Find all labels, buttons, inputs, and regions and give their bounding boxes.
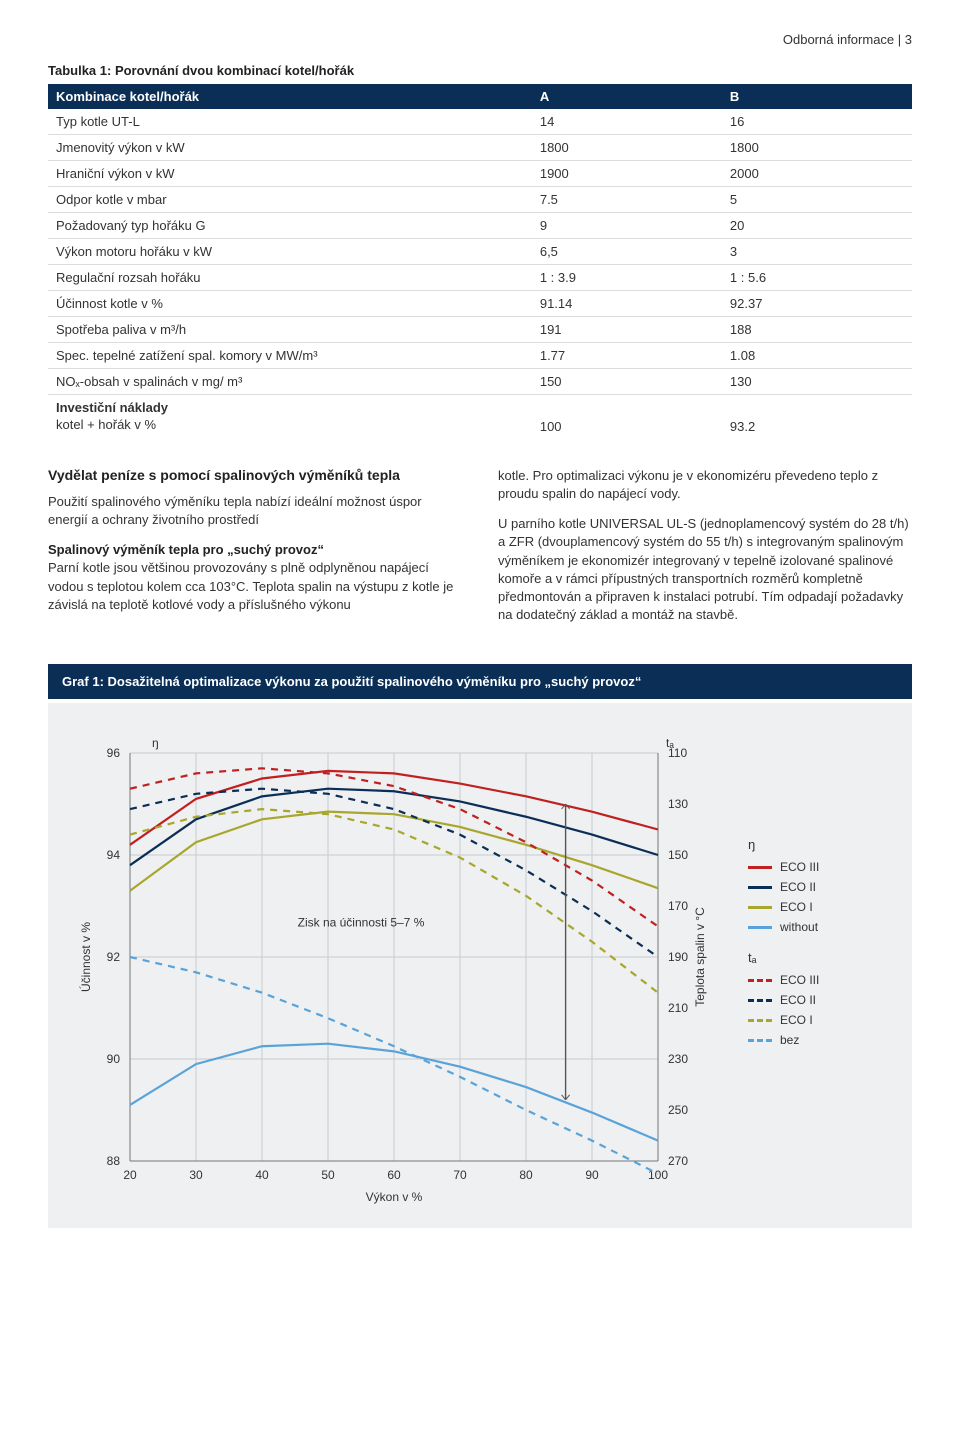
legend-swatch — [748, 886, 772, 889]
svg-text:Účinnost v %: Účinnost v % — [78, 922, 93, 992]
legend-item: ECO II — [748, 993, 888, 1007]
table-row: Spec. tepelné zatížení spal. komory v MW… — [48, 343, 912, 369]
svg-text:170: 170 — [668, 899, 688, 913]
svg-text:Výkon v %: Výkon v % — [366, 1190, 423, 1204]
right-p1: kotle. Pro optimalizaci výkonu je v ekon… — [498, 467, 912, 503]
table-col-0: Kombinace kotel/hořák — [48, 84, 532, 109]
legend-item: ECO III — [748, 860, 888, 874]
chart-title: Graf 1: Dosažitelná optimalizace výkonu … — [48, 664, 912, 699]
table-row: Investiční nákladykotel + hořák v %10093… — [48, 395, 912, 439]
svg-text:50: 50 — [321, 1168, 335, 1182]
svg-text:Zisk na účinnosti 5–7 %: Zisk na účinnosti 5–7 % — [298, 916, 425, 930]
legend-item: without — [748, 920, 888, 934]
svg-text:130: 130 — [668, 797, 688, 811]
table-col-a: A — [532, 84, 722, 109]
svg-text:tₐ: tₐ — [666, 736, 674, 750]
left-miniheading: Spalinový výměník tepla pro „suchý provo… — [48, 542, 324, 557]
legend-swatch — [748, 866, 772, 869]
legend-label: ECO III — [780, 860, 819, 874]
legend-label: ECO III — [780, 973, 819, 987]
left-heading: Vydělat peníze s pomocí spalinových výmě… — [48, 467, 462, 483]
svg-text:20: 20 — [123, 1168, 137, 1182]
table-row: Spotřeba paliva v m³/h191188 — [48, 317, 912, 343]
svg-text:ŋ: ŋ — [152, 736, 159, 750]
table-col-b: B — [722, 84, 912, 109]
svg-text:40: 40 — [255, 1168, 269, 1182]
legend-item: ECO I — [748, 900, 888, 914]
svg-text:270: 270 — [668, 1154, 688, 1168]
svg-text:80: 80 — [519, 1168, 533, 1182]
chart-legend: ŋ ECO III ECO II ECO I without tₐ ECO III ECO I… — [748, 727, 888, 1210]
svg-text:230: 230 — [668, 1052, 688, 1066]
svg-text:190: 190 — [668, 950, 688, 964]
breadcrumb: Odborná informace | 3 — [48, 32, 912, 47]
svg-text:70: 70 — [453, 1168, 467, 1182]
table-row: NOₓ-obsah v spalinách v mg/ m³150130 — [48, 369, 912, 395]
legend-label: ECO I — [780, 900, 813, 914]
legend-label: bez — [780, 1033, 799, 1047]
legend-swatch — [748, 979, 772, 982]
table-row: Hraniční výkon v kW19002000 — [48, 161, 912, 187]
legend-label: ECO I — [780, 1013, 813, 1027]
legend-swatch — [748, 926, 772, 929]
legend-section-title: tₐ — [748, 950, 888, 965]
table-row: Účinnost kotle v %91.1492.37 — [48, 291, 912, 317]
table-row: Regulační rozsah hořáku1 : 3.91 : 5.6 — [48, 265, 912, 291]
legend-label: ECO II — [780, 880, 816, 894]
svg-text:88: 88 — [107, 1154, 121, 1168]
efficiency-temp-chart: 2030405060708090100889092949611013015017… — [72, 727, 712, 1207]
legend-item: ECO II — [748, 880, 888, 894]
svg-text:250: 250 — [668, 1103, 688, 1117]
table-row: Typ kotle UT-L1416 — [48, 109, 912, 135]
table-row: Výkon motoru hořáku v kW6,53 — [48, 239, 912, 265]
legend-swatch — [748, 1039, 772, 1042]
svg-text:90: 90 — [585, 1168, 599, 1182]
svg-text:92: 92 — [107, 950, 121, 964]
left-p2: Parní kotle jsou většinou provozovány s … — [48, 560, 453, 611]
table-row: Odpor kotle v mbar7.55 — [48, 187, 912, 213]
svg-text:96: 96 — [107, 746, 121, 760]
svg-text:150: 150 — [668, 848, 688, 862]
table-row: Požadovaný typ hořáku G920 — [48, 213, 912, 239]
legend-swatch — [748, 1019, 772, 1022]
svg-text:30: 30 — [189, 1168, 203, 1182]
svg-text:94: 94 — [107, 848, 121, 862]
legend-swatch — [748, 906, 772, 909]
comparison-table: Kombinace kotel/hořák A B Typ kotle UT-L… — [48, 84, 912, 439]
legend-label: without — [780, 920, 818, 934]
svg-text:Teplota spalin v °C: Teplota spalin v °C — [693, 907, 707, 1007]
table-row: Jmenovitý výkon v kW18001800 — [48, 135, 912, 161]
chart-container: 2030405060708090100889092949611013015017… — [48, 703, 912, 1228]
svg-text:210: 210 — [668, 1001, 688, 1015]
legend-section-title: ŋ — [748, 837, 888, 852]
legend-item: ECO III — [748, 973, 888, 987]
legend-swatch — [748, 999, 772, 1002]
svg-text:60: 60 — [387, 1168, 401, 1182]
left-p1: Použití spalinového výměníku tepla nabíz… — [48, 493, 462, 529]
svg-text:90: 90 — [107, 1052, 121, 1066]
legend-label: ECO II — [780, 993, 816, 1007]
legend-item: ECO I — [748, 1013, 888, 1027]
legend-item: bez — [748, 1033, 888, 1047]
right-p2: U parního kotle UNIVERSAL UL-S (jednopla… — [498, 515, 912, 624]
table-title: Tabulka 1: Porovnání dvou kombinací kote… — [48, 63, 912, 78]
